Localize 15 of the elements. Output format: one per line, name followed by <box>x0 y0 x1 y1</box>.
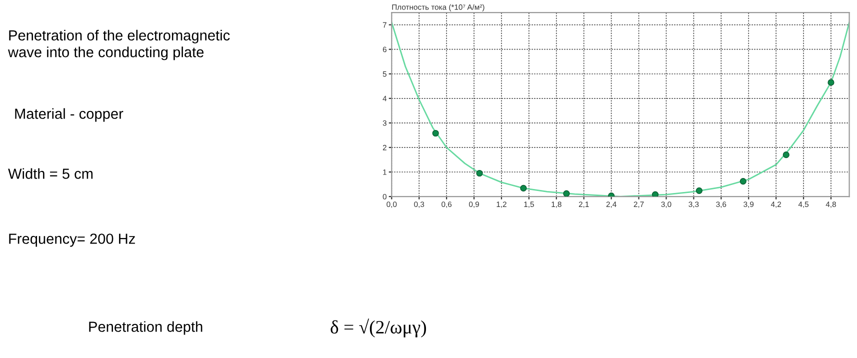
point <box>740 178 746 185</box>
point <box>828 79 834 86</box>
text: Penetration of the electromagnetic wave into the conducting plate <box>8 30 230 60</box>
point <box>563 190 570 197</box>
text: Material - copper <box>15 108 124 122</box>
point <box>432 130 439 137</box>
text: Penetration depth <box>89 321 202 335</box>
point <box>696 187 702 194</box>
point <box>782 152 790 158</box>
text: Frequency= 200 Hz <box>9 234 135 247</box>
point <box>520 184 527 192</box>
point <box>652 191 659 197</box>
text: Width = 5 cm <box>8 168 93 179</box>
text: δ = √(2/ωμγ) <box>330 318 426 338</box>
point <box>476 170 483 177</box>
